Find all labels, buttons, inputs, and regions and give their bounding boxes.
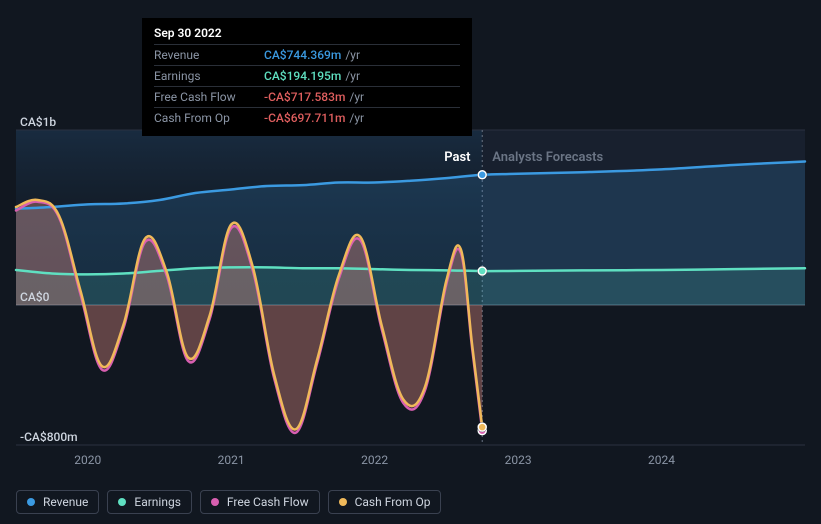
x-axis-label: 2024	[648, 453, 675, 467]
chart-tooltip: Sep 30 2022 RevenueCA$744.369m/yrEarning…	[142, 18, 472, 136]
x-axis-label: 2021	[218, 453, 245, 467]
tooltip-row: RevenueCA$744.369m/yr	[154, 44, 460, 65]
tooltip-row: EarningsCA$194.195m/yr	[154, 65, 460, 86]
tooltip-row-value: -CA$697.711m	[264, 111, 345, 125]
tooltip-row-unit: /yr	[349, 90, 364, 104]
x-axis-label: 2020	[74, 453, 101, 467]
tooltip-row-label: Cash From Op	[154, 111, 264, 125]
earnings-chart: CA$1b CA$0 -CA$800m 2020 2021 2022 2023 2024 P…	[0, 0, 821, 524]
legend-dot-icon	[27, 498, 35, 506]
legend-item-label: Cash From Op	[355, 495, 431, 509]
legend-dot-icon	[339, 498, 347, 506]
legend-item-label: Revenue	[43, 495, 88, 509]
legend-dot-icon	[118, 498, 126, 506]
legend-item-revenue[interactable]: Revenue	[16, 490, 99, 514]
x-axis-label: 2022	[361, 453, 388, 467]
tooltip-row-label: Free Cash Flow	[154, 90, 264, 104]
tooltip-row-unit: /yr	[349, 111, 364, 125]
period-past-label: Past	[444, 150, 470, 165]
period-forecast-label: Analysts Forecasts	[492, 150, 603, 165]
tooltip-row-value: CA$194.195m	[264, 69, 341, 83]
tooltip-row-label: Revenue	[154, 48, 264, 62]
chart-legend: Revenue Earnings Free Cash Flow Cash From O…	[16, 490, 441, 514]
tooltip-row: Cash From Op-CA$697.711m/yr	[154, 107, 460, 128]
legend-item-earnings[interactable]: Earnings	[107, 490, 192, 514]
legend-item-cfo[interactable]: Cash From Op	[328, 490, 442, 514]
legend-item-label: Earnings	[134, 495, 181, 509]
tooltip-row-label: Earnings	[154, 69, 264, 83]
legend-dot-icon	[211, 498, 219, 506]
tooltip-date: Sep 30 2022	[154, 26, 460, 40]
tooltip-row-value: CA$744.369m	[264, 48, 341, 62]
y-axis-label: -CA$800m	[20, 430, 78, 444]
tooltip-row-value: -CA$717.583m	[264, 90, 345, 104]
legend-item-label: Free Cash Flow	[227, 495, 309, 509]
tooltip-row-unit: /yr	[345, 69, 360, 83]
tooltip-row-unit: /yr	[345, 48, 360, 62]
x-axis-label: 2023	[505, 453, 532, 467]
tooltip-row: Free Cash Flow-CA$717.583m/yr	[154, 86, 460, 107]
y-axis-label: CA$1b	[20, 115, 56, 129]
y-axis-label: CA$0	[20, 290, 49, 304]
legend-item-fcf[interactable]: Free Cash Flow	[200, 490, 320, 514]
